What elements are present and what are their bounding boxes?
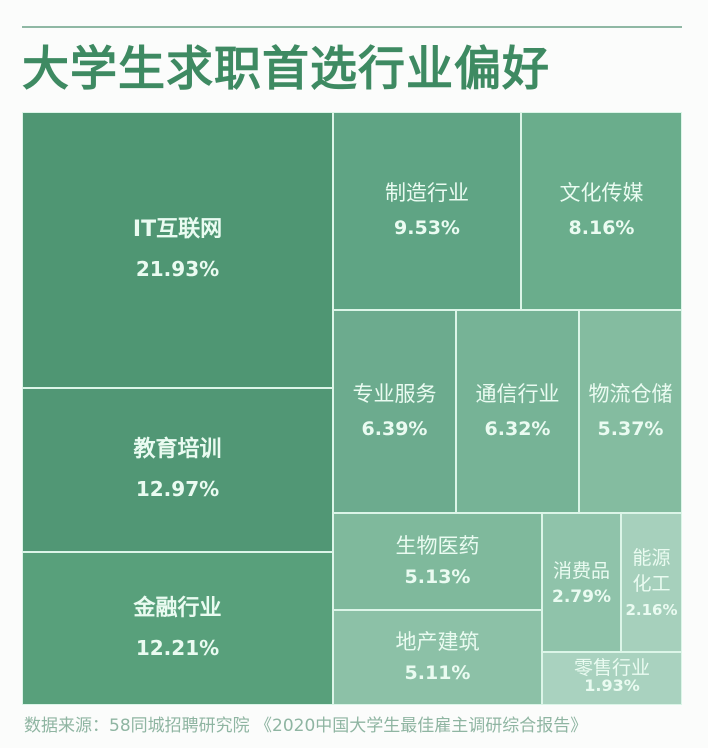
treemap-chart: IT互联网 21.93% 教育培训 12.97% 金融行业 12.21% 制造行… [22,112,682,705]
cell-label: IT互联网 [132,217,223,242]
cell-label: 教育培训 [133,437,222,462]
cell-label: 金融行业 [133,595,222,621]
chart-title: 大学生求职首选行业偏好 [22,42,550,97]
cell-telecom[interactable]: 通信行业 6.32% [456,310,579,513]
cell-value: 8.16% [568,217,635,239]
cell-value: 5.37% [597,417,664,440]
cell-value: 12.97% [135,477,220,501]
cell-label: 物流仓储 [588,381,673,406]
cell-education[interactable]: 教育培训 12.97% [22,388,333,552]
cell-value: 2.79% [552,586,611,607]
cell-culture-media[interactable]: 文化传媒 8.16% [521,112,682,310]
cell-value: 5.13% [404,565,471,588]
cell-professional-services[interactable]: 专业服务 6.39% [333,310,456,513]
cell-value: 1.93% [584,675,640,695]
cell-value: 9.53% [394,217,460,239]
cell-label: 零售行业 [573,656,650,679]
cell-retail[interactable]: 零售行业 1.93% [542,652,682,705]
cell-label: 消费品 [552,559,610,582]
cell-label-line1: 能源 [632,546,671,569]
cell-value: 5.11% [404,661,471,684]
cell-consumer-goods[interactable]: 消费品 2.79% [542,513,621,652]
cell-manufacturing[interactable]: 制造行业 9.53% [333,112,521,310]
cell-label: 通信行业 [475,381,560,406]
cell-value: 2.16% [625,600,678,619]
cell-real-estate[interactable]: 地产建筑 5.11% [333,610,542,705]
cell-biomedicine[interactable]: 生物医药 5.13% [333,513,542,610]
cell-label: 专业服务 [352,381,437,406]
cell-value: 6.39% [361,417,428,440]
cell-label: 地产建筑 [395,629,480,654]
cell-logistics[interactable]: 物流仓储 5.37% [579,310,682,513]
cell-energy-chemical[interactable]: 能源 化工 2.16% [621,513,682,652]
cell-label: 生物医药 [395,533,480,558]
cell-label: 制造行业 [385,181,469,205]
cell-finance[interactable]: 金融行业 12.21% [22,552,333,705]
cell-value: 6.32% [484,417,551,440]
cell-it-internet[interactable]: IT互联网 21.93% [22,112,333,388]
cell-value: 21.93% [135,257,220,281]
cell-label-line2: 化工 [632,572,671,595]
source-note: 数据来源：58同城招聘研究院 《2020中国大学生最佳雇主调研综合报告》 [24,716,588,736]
cell-label: 文化传媒 [559,181,644,205]
cell-value: 12.21% [135,635,220,660]
title-rule [22,26,682,28]
